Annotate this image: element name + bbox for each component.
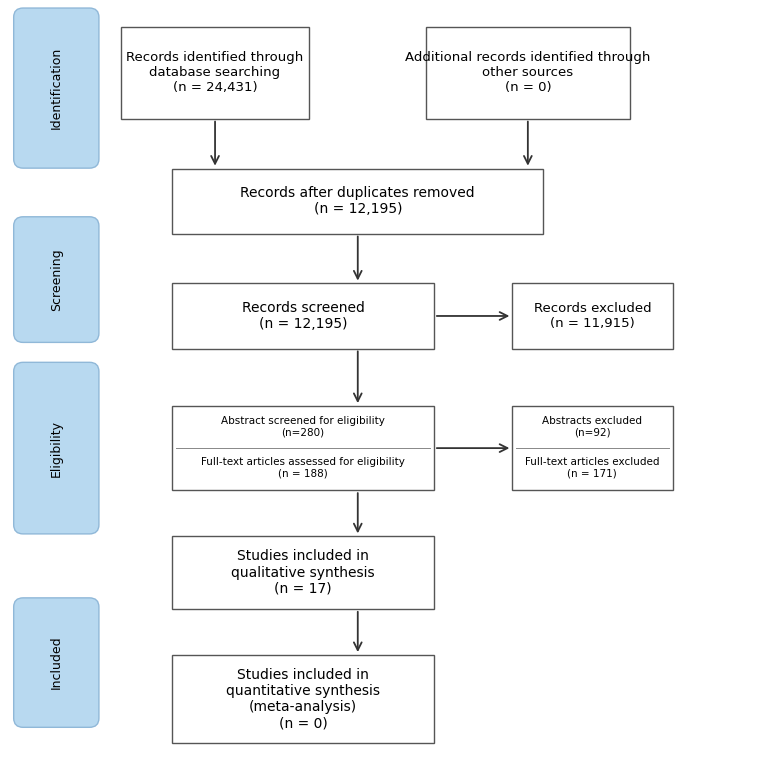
Bar — [512, 406, 673, 490]
Bar — [172, 655, 434, 743]
Text: Records identified through
database searching
(n = 24,431): Records identified through database sear… — [127, 51, 303, 94]
Text: Records screened
(n = 12,195): Records screened (n = 12,195) — [242, 301, 364, 331]
Text: Identification: Identification — [50, 47, 63, 129]
Bar — [172, 406, 434, 490]
FancyBboxPatch shape — [13, 362, 99, 534]
Bar — [426, 27, 630, 119]
Bar — [172, 536, 434, 609]
Bar — [121, 27, 309, 119]
Text: Screening: Screening — [50, 248, 63, 311]
Text: Records after duplicates removed
(n = 12,195): Records after duplicates removed (n = 12… — [240, 186, 475, 216]
Text: Full-text articles assessed for eligibility
(n = 188): Full-text articles assessed for eligibil… — [201, 457, 405, 478]
Text: Records excluded
(n = 11,915): Records excluded (n = 11,915) — [533, 302, 651, 330]
Text: Abstract screened for eligibility
(n=280): Abstract screened for eligibility (n=280… — [221, 416, 385, 438]
Text: Additional records identified through
other sources
(n = 0): Additional records identified through ot… — [405, 51, 651, 94]
FancyBboxPatch shape — [13, 597, 99, 728]
Bar — [172, 283, 434, 349]
FancyBboxPatch shape — [13, 217, 99, 342]
Text: Eligibility: Eligibility — [50, 420, 63, 476]
Bar — [512, 283, 673, 349]
Text: Studies included in
quantitative synthesis
(meta-analysis)
(n = 0): Studies included in quantitative synthes… — [226, 668, 380, 730]
Text: Included: Included — [50, 636, 63, 689]
Bar — [172, 169, 543, 234]
FancyBboxPatch shape — [13, 8, 99, 169]
Text: Full-text articles excluded
(n = 171): Full-text articles excluded (n = 171) — [526, 457, 659, 478]
Text: Abstracts excluded
(n=92): Abstracts excluded (n=92) — [543, 416, 642, 438]
Text: Studies included in
qualitative synthesis
(n = 17): Studies included in qualitative synthesi… — [231, 549, 375, 596]
